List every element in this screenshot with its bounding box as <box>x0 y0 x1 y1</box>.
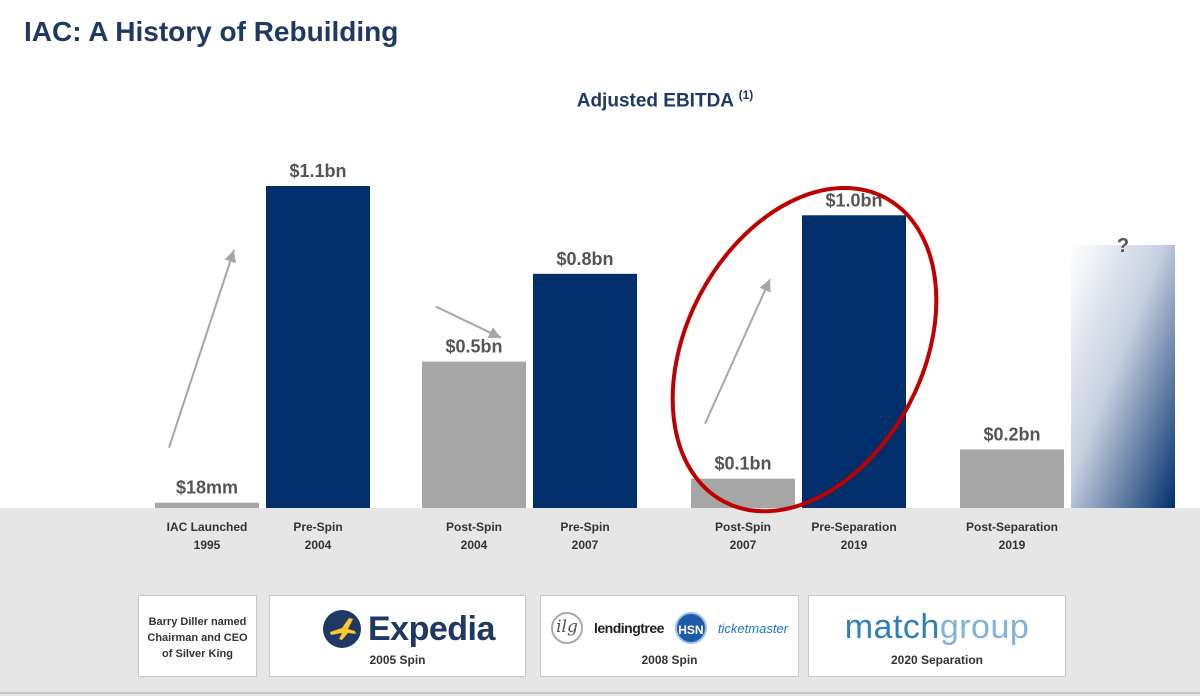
bottom-divider <box>0 692 1200 694</box>
future-value-label: ? <box>1117 235 1129 257</box>
bar-2 <box>422 361 526 508</box>
card-silver-king: Barry Diller named Chairman and CEO of S… <box>138 595 257 677</box>
future-bar <box>1071 245 1175 508</box>
expedia-caption: 2005 Spin <box>369 653 426 667</box>
ticketmaster-logo: ticketmaster <box>717 620 788 636</box>
growth-arrow-1 <box>435 305 502 339</box>
category-label-3: Pre-Spin <box>560 520 609 534</box>
match-group-caption: 2020 Separation <box>890 653 984 667</box>
category-label-0: IAC Launched <box>167 520 248 534</box>
value-label-6: $0.2bn <box>983 424 1040 444</box>
match-wordmark: match <box>844 608 940 646</box>
growth-arrow-2 <box>704 278 771 425</box>
card-2008-spin: ilg lendingtree HSN ticketmaster 2008 Sp… <box>540 595 799 677</box>
hsn-logo: HSN <box>674 612 707 644</box>
plane-icon <box>323 610 361 648</box>
lendingtree-logo: lendingtree <box>593 620 664 636</box>
bar-0 <box>155 502 259 508</box>
growth-arrow-0 <box>168 249 236 449</box>
category-year-1: 2004 <box>305 538 332 552</box>
page-title: IAC: A History of Rebuilding <box>24 16 399 47</box>
ilg-logo: ilg <box>551 612 583 644</box>
chart-title: Adjusted EBITDA (1) <box>0 88 1200 112</box>
chart-title-footnote: (1) <box>738 88 754 102</box>
bar-3 <box>533 273 637 508</box>
category-label-5: Pre-Separation <box>811 520 896 534</box>
category-year-2: 2004 <box>461 538 488 552</box>
value-label-1: $1.1bn <box>289 161 346 181</box>
category-year-4: 2007 <box>730 538 757 552</box>
silver-king-note: Barry Diller named Chairman and CEO of S… <box>147 616 248 660</box>
bar-6 <box>960 449 1064 508</box>
bar-4 <box>691 478 795 508</box>
chart-title-text: Adjusted EBITDA <box>576 90 734 112</box>
category-year-0: 1995 <box>194 538 221 552</box>
value-label-0: $18mm <box>176 478 238 498</box>
match-group-logo: matchgroup <box>809 608 1065 647</box>
group-wordmark: group <box>939 608 1030 646</box>
category-label-6: Post-Separation <box>966 520 1058 534</box>
card-expedia: Expedia 2005 Spin <box>269 595 526 677</box>
expedia-wordmark: Expedia <box>368 609 495 648</box>
bar-1 <box>266 186 370 508</box>
category-year-6: 2019 <box>999 538 1026 552</box>
category-year-5: 2019 <box>841 538 868 552</box>
value-label-3: $0.8bn <box>556 249 613 269</box>
value-label-5: $1.0bn <box>825 190 882 210</box>
spin-2008-logos: ilg lendingtree HSN ticketmaster <box>551 610 788 646</box>
value-label-2: $0.5bn <box>445 337 502 357</box>
spin-2008-caption: 2008 Spin <box>641 653 698 667</box>
card-match-group: matchgroup 2020 Separation <box>808 595 1066 677</box>
category-label-1: Pre-Spin <box>293 520 342 534</box>
expedia-logo: Expedia <box>322 606 495 652</box>
category-year-3: 2007 <box>572 538 599 552</box>
value-label-4: $0.1bn <box>714 454 771 474</box>
highlight-ellipse <box>670 185 939 514</box>
category-label-4: Post-Spin <box>715 520 771 534</box>
bar-5 <box>802 215 906 509</box>
ebitda-chart: $18mm IAC Launched 1995 $1.1bn Pre-Spin 2004 $… <box>155 161 1175 552</box>
category-label-2: Post-Spin <box>446 520 502 534</box>
